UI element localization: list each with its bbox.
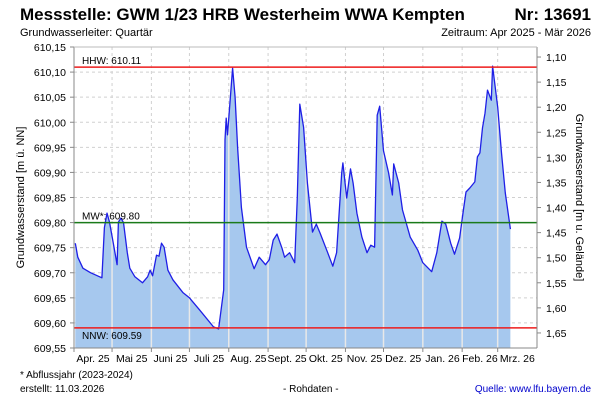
source-link[interactable]: Quelle: www.lfu.bayern.de xyxy=(474,384,591,395)
x-tick-label: Dez. 25 xyxy=(385,353,421,365)
reference-label: HHW: 610.11 xyxy=(82,56,142,67)
station-number: Nr: 13691 xyxy=(514,5,591,24)
y-right-tick-label: 1,25 xyxy=(546,127,567,139)
created-date: erstellt: 11.03.2026 xyxy=(20,384,105,395)
y-right-tick-label: 1,55 xyxy=(546,278,567,290)
y-tick-label: 610,00 xyxy=(34,117,66,129)
y-right-tick-label: 1,10 xyxy=(546,52,567,64)
reference-label: MW*: 609.80 xyxy=(82,212,140,223)
x-tick-label: Juni 25 xyxy=(153,353,187,365)
period-label: Zeitraum: Apr 2025 - Mär 2026 xyxy=(441,27,591,39)
x-tick-label: Okt. 25 xyxy=(309,353,343,365)
y-tick-label: 609,80 xyxy=(34,218,66,230)
y-tick-label: 609,70 xyxy=(34,268,66,280)
y-tick-label: 610,10 xyxy=(34,67,66,79)
y-tick-label: 610,15 xyxy=(34,42,66,54)
y-axis-title: Grundwasserstand [m ü. NN] xyxy=(15,127,27,269)
y-right-tick-label: 1,30 xyxy=(546,152,567,164)
raw-data-label: - Rohdaten - xyxy=(283,384,339,395)
y-tick-label: 609,95 xyxy=(34,142,66,154)
groundwater-line xyxy=(74,65,512,330)
y-axis-right-title: Grundwasserstand [m u. Gelände] xyxy=(573,114,585,282)
groundwater-area xyxy=(75,66,511,348)
x-tick-label: Juli 25 xyxy=(194,353,225,365)
y-right-tick-label: 1,45 xyxy=(546,228,567,240)
y-right-tick-label: 1,20 xyxy=(546,102,567,114)
station-title: Messstelle: GWM 1/23 HRB Westerheim WWA … xyxy=(20,5,465,24)
footnote: * Abflussjahr (2023-2024) xyxy=(20,370,133,381)
x-tick-label: Jan. 26 xyxy=(425,353,460,365)
y-tick-label: 609,65 xyxy=(34,293,66,305)
y-tick-label: 609,85 xyxy=(34,193,66,205)
y-right-tick-label: 1,50 xyxy=(546,253,567,265)
x-tick-label: Sept. 25 xyxy=(268,353,307,365)
aquifer-label: Grundwasserleiter: Quartär xyxy=(20,27,153,39)
x-tick-label: Apr. 25 xyxy=(76,353,109,365)
y-right-tick-label: 1,60 xyxy=(546,303,567,315)
x-tick-label: Feb. 26 xyxy=(462,353,498,365)
y-tick-label: 609,90 xyxy=(34,167,66,179)
y-right-tick-label: 1,40 xyxy=(546,203,567,215)
x-tick-label: Mai 25 xyxy=(116,353,148,365)
y-tick-label: 609,60 xyxy=(34,318,66,330)
reference-label: NNW: 609.59 xyxy=(82,331,142,342)
y-tick-label: 610,05 xyxy=(34,92,66,104)
y-tick-label: 609,55 xyxy=(34,343,66,355)
y-right-tick-label: 1,15 xyxy=(546,77,567,89)
y-right-tick-label: 1,65 xyxy=(546,328,567,340)
y-right-tick-label: 1,35 xyxy=(546,177,567,189)
x-tick-label: Nov. 25 xyxy=(347,353,383,365)
x-tick-label: Mrz. 26 xyxy=(500,353,535,365)
x-tick-label: Aug. 25 xyxy=(230,353,266,365)
y-tick-label: 609,75 xyxy=(34,243,66,255)
